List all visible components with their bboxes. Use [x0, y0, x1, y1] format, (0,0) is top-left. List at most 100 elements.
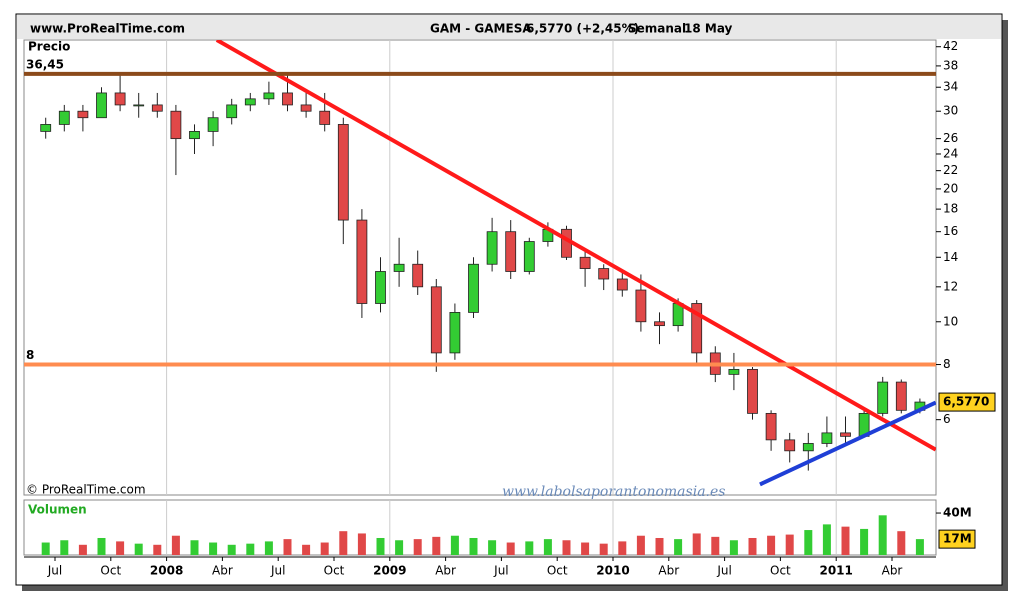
volume-bar	[320, 542, 329, 555]
candle-body	[58, 110, 70, 125]
title: GAM - GAMESA	[430, 22, 532, 36]
candle-body	[616, 278, 628, 291]
x-tick-label: Oct	[324, 564, 345, 578]
candle-body	[114, 92, 126, 106]
volume-bar	[97, 537, 106, 555]
level-label: 36,45	[26, 57, 64, 71]
y-label: Precio	[28, 40, 70, 54]
volume-bar	[692, 533, 701, 555]
volume-bar	[599, 543, 608, 555]
candle-body	[654, 321, 665, 327]
candle-body	[598, 268, 610, 280]
volume-bar	[41, 542, 50, 555]
volume-bar	[878, 515, 887, 555]
x-tick-label: 2010	[596, 564, 629, 578]
candle-body	[300, 104, 312, 112]
candle-body	[523, 241, 535, 272]
candle-body	[375, 271, 386, 304]
x-tick-label: Abr	[658, 564, 679, 578]
volume-bar	[432, 536, 441, 555]
last-price-label: 6,5770	[943, 395, 989, 409]
price-panel	[23, 39, 937, 496]
volume-bar	[171, 535, 180, 555]
candle-body	[77, 110, 89, 119]
period: Semanal	[628, 22, 686, 36]
candle-body	[151, 104, 163, 112]
trendline	[759, 400, 936, 487]
volume-bar	[302, 544, 311, 555]
candle-body	[226, 104, 238, 119]
volume-bar	[860, 528, 869, 555]
y-tick-label: 6	[943, 412, 951, 426]
x-tick-label: Abr	[435, 564, 456, 578]
y-tick-label: 30	[943, 104, 958, 118]
y-tick-label: 18	[943, 202, 958, 216]
volume-bar	[134, 543, 143, 555]
candle-body	[189, 131, 200, 140]
candle-body	[244, 98, 256, 106]
volume-bar	[618, 541, 627, 555]
volume-bar	[915, 539, 924, 555]
candle-body	[784, 439, 796, 452]
volume-bar	[841, 526, 850, 555]
candle-body	[802, 443, 814, 452]
candle-body	[840, 432, 851, 437]
y-tick-label: 38	[943, 58, 958, 72]
volume-bar	[804, 530, 813, 555]
copyright: © ProRealTime.com	[26, 483, 146, 497]
trendline	[215, 40, 936, 452]
volume-bar	[767, 535, 776, 555]
y-tick-label: 26	[943, 131, 958, 145]
candle-body	[468, 263, 479, 313]
volume-bar	[450, 535, 459, 555]
x-tick-label: Oct	[547, 564, 568, 578]
volume-bar	[543, 539, 552, 555]
candle-body	[635, 289, 647, 323]
y-tick-label: 22	[943, 163, 958, 177]
volume-bar	[729, 540, 738, 555]
volume-bar	[246, 543, 255, 555]
y-tick-label: 34	[943, 80, 958, 94]
candle-body	[356, 219, 368, 304]
volume-bar	[376, 537, 385, 555]
volume-bar	[674, 539, 683, 555]
candle-body	[412, 263, 424, 288]
volume-bar	[488, 540, 497, 555]
volume-bar	[227, 544, 236, 555]
candle-body	[133, 104, 145, 107]
last-volume-label: 17M	[943, 532, 972, 546]
candle-body	[449, 312, 461, 354]
y-tick-label: 14	[943, 250, 958, 264]
x-tick-label: Jul	[270, 564, 285, 578]
volume-bar	[264, 541, 273, 555]
volume-bar	[711, 536, 720, 555]
y-tick-label: 16	[943, 224, 958, 238]
volume-bar	[636, 535, 645, 555]
volume-bar	[525, 541, 534, 555]
volume-bar	[153, 544, 162, 555]
candle-body	[691, 303, 703, 354]
quote: 6,5770 (+2,45%)	[526, 22, 639, 36]
volume-bar	[655, 537, 664, 555]
candle-body	[40, 124, 52, 132]
level-label: 8	[26, 348, 34, 362]
y-tick-label: 12	[943, 279, 958, 293]
candle-body	[821, 432, 833, 444]
candle-body	[505, 231, 517, 272]
x-tick-label: 2008	[150, 564, 183, 578]
x-tick-label: Abr	[882, 564, 903, 578]
watermark: www.labolsaporantonomasia.es	[502, 484, 725, 500]
header-bar	[17, 15, 1001, 39]
volume-bar	[209, 542, 218, 555]
candle-body	[895, 381, 907, 411]
last-price-box	[938, 392, 996, 412]
last-volume-box	[938, 529, 976, 549]
candle-body	[319, 110, 331, 125]
volume-panel	[23, 499, 937, 556]
volume-tick-label: 40M	[943, 506, 972, 520]
x-tick-label: Abr	[212, 564, 233, 578]
volume-bar	[190, 540, 199, 555]
x-tick-label: Oct	[770, 564, 791, 578]
candle-body	[728, 368, 740, 375]
